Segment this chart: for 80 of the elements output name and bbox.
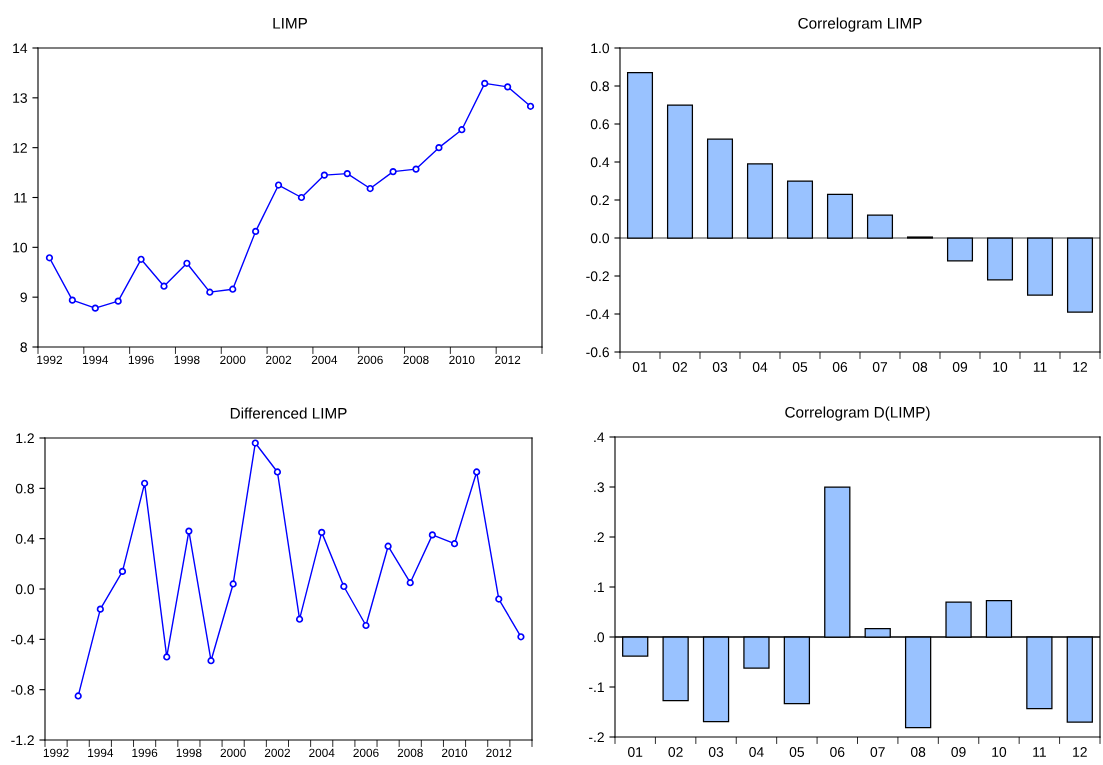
x-tick-label: 11 bbox=[1033, 747, 1046, 757]
x-tick-label: 04 bbox=[749, 747, 764, 757]
y-tick-label: 11 bbox=[14, 192, 27, 203]
x-tick-label: 1992 bbox=[43, 748, 69, 757]
x-tick-label: 09 bbox=[951, 747, 966, 757]
y-tick-label: 1.0 bbox=[591, 43, 610, 54]
y-tick-label: 14 bbox=[13, 43, 28, 54]
x-tick-label: 05 bbox=[789, 747, 805, 757]
x-tick-label: 2002 bbox=[266, 355, 292, 364]
y-tick-label: 0.8 bbox=[590, 81, 609, 92]
y-tick-label: 0.4 bbox=[590, 157, 610, 168]
x-tick-label: 08 bbox=[910, 747, 926, 757]
x-tick-label: 05 bbox=[792, 362, 808, 372]
x-tick-label: 03 bbox=[708, 747, 724, 757]
y-tick-label: 9 bbox=[20, 292, 27, 303]
x-tick-label: 2008 bbox=[397, 748, 423, 757]
y-tick-label: -0.6 bbox=[586, 347, 609, 358]
y-tick-label: 0.8 bbox=[15, 483, 34, 494]
x-tick-label: 1994 bbox=[88, 748, 114, 757]
x-tick-label: 10 bbox=[992, 747, 1007, 757]
chart-title: Differenced LIMP bbox=[230, 407, 347, 419]
x-tick-label: 2008 bbox=[403, 355, 429, 364]
chart-title: Correlogram D(LIMP) bbox=[785, 406, 930, 421]
y-tick-label: .2 bbox=[594, 532, 604, 543]
x-tick-label: 09 bbox=[952, 362, 968, 372]
x-tick-label: 04 bbox=[752, 362, 768, 372]
x-tick-label: 2012 bbox=[495, 355, 521, 364]
x-tick-label: 01 bbox=[628, 747, 643, 757]
y-tick-label: -.2 bbox=[588, 732, 604, 743]
y-tick-label: .0 bbox=[594, 632, 605, 643]
y-tick-label: 13 bbox=[13, 93, 27, 103]
y-tick-label: 8 bbox=[20, 342, 27, 353]
y-tick-label: -0.2 bbox=[586, 271, 609, 282]
x-tick-label: 2010 bbox=[449, 355, 475, 364]
x-tick-label: 2004 bbox=[311, 355, 338, 364]
x-tick-label: 02 bbox=[672, 362, 688, 372]
x-tick-label: 1992 bbox=[37, 355, 62, 364]
x-tick-label: 1998 bbox=[176, 748, 202, 757]
x-tick-label: 1996 bbox=[132, 748, 158, 757]
x-tick-label: 2012 bbox=[486, 748, 512, 757]
y-tick-label: -1.2 bbox=[11, 735, 34, 746]
y-tick-label: .4 bbox=[594, 432, 605, 443]
x-tick-label: 07 bbox=[870, 747, 885, 757]
y-tick-label: 10 bbox=[13, 242, 28, 253]
x-tick-label: 12 bbox=[1073, 747, 1087, 757]
x-tick-label: 12 bbox=[1073, 362, 1088, 372]
x-tick-label: 2006 bbox=[353, 748, 379, 757]
x-tick-label: 2004 bbox=[309, 748, 335, 757]
x-tick-label: 11 bbox=[1033, 362, 1047, 372]
x-tick-label: 2000 bbox=[220, 748, 246, 757]
y-tick-label: -0.4 bbox=[11, 634, 35, 645]
y-tick-label: 1.2 bbox=[16, 433, 34, 444]
x-tick-label: 2006 bbox=[357, 355, 383, 364]
x-tick-label: 1998 bbox=[174, 355, 200, 364]
x-tick-label: 06 bbox=[832, 362, 848, 372]
y-tick-label: .1 bbox=[594, 582, 604, 593]
x-tick-label: 1994 bbox=[83, 355, 109, 364]
chart-title: Correlogram LIMP bbox=[798, 17, 922, 32]
y-tick-label: 0.2 bbox=[590, 195, 609, 206]
y-tick-label: 0.0 bbox=[590, 233, 610, 244]
x-tick-label: 08 bbox=[912, 362, 928, 372]
y-tick-label: -.1 bbox=[588, 682, 604, 693]
y-tick-label: 0.6 bbox=[590, 119, 609, 130]
x-tick-label: 1996 bbox=[128, 355, 154, 364]
y-tick-label: -0.8 bbox=[11, 685, 34, 695]
x-tick-label: 2010 bbox=[441, 748, 468, 757]
x-tick-label: 07 bbox=[872, 362, 888, 372]
x-tick-label: 01 bbox=[632, 362, 648, 372]
x-tick-label: 2002 bbox=[264, 748, 290, 757]
y-tick-label: 12 bbox=[13, 143, 27, 153]
x-tick-label: 06 bbox=[830, 747, 845, 757]
y-tick-label: 0.0 bbox=[15, 584, 35, 595]
y-tick-label: .3 bbox=[594, 482, 604, 493]
x-tick-label: 03 bbox=[712, 362, 728, 372]
x-tick-label: 2000 bbox=[220, 355, 246, 364]
chart-title: LIMP bbox=[273, 18, 308, 29]
x-tick-label: 10 bbox=[993, 362, 1008, 372]
x-tick-label: 02 bbox=[668, 747, 683, 757]
y-tick-label: 0.4 bbox=[15, 534, 35, 544]
y-tick-label: -0.4 bbox=[586, 309, 610, 320]
